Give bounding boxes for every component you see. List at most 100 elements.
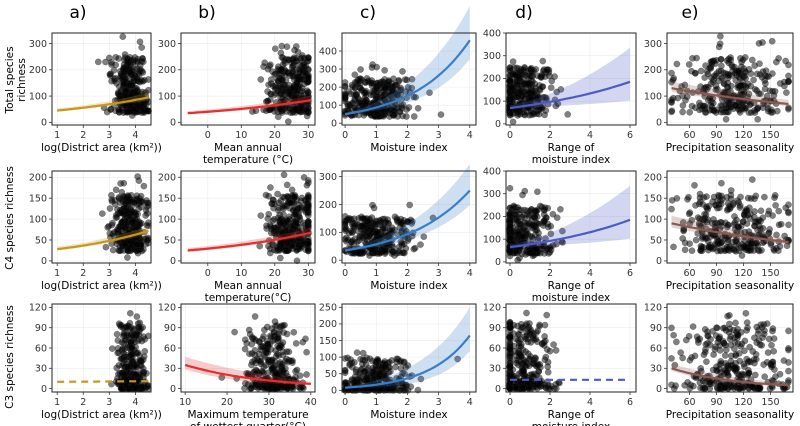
data-point bbox=[245, 326, 253, 334]
data-point bbox=[518, 250, 526, 258]
data-point bbox=[102, 58, 109, 66]
data-point bbox=[280, 329, 288, 336]
x-tick-label: 150 bbox=[761, 268, 779, 279]
data-point bbox=[741, 337, 749, 345]
data-point bbox=[287, 357, 295, 365]
data-point bbox=[710, 351, 717, 358]
data-point bbox=[668, 196, 676, 204]
data-point bbox=[509, 94, 516, 102]
x-axis-label: Range of bbox=[548, 409, 595, 421]
x-tick-label: 150 bbox=[761, 397, 779, 408]
data-point bbox=[127, 309, 134, 317]
data-point bbox=[708, 106, 716, 114]
data-point bbox=[715, 191, 722, 199]
x-tick-label: 120 bbox=[734, 268, 752, 279]
data-point bbox=[351, 71, 359, 78]
y-tick-label: 100 bbox=[319, 352, 337, 363]
data-point bbox=[275, 335, 282, 342]
data-point bbox=[754, 116, 762, 123]
fit-line bbox=[187, 98, 312, 115]
data-point bbox=[772, 373, 779, 380]
data-point bbox=[366, 355, 374, 363]
data-point bbox=[397, 220, 405, 227]
x-tick-label: 90 bbox=[710, 130, 722, 141]
data-point bbox=[143, 107, 150, 114]
data-point bbox=[521, 64, 528, 71]
data-point bbox=[673, 338, 680, 346]
data-point bbox=[698, 243, 706, 251]
y-tick-label: 200 bbox=[319, 200, 337, 211]
data-point bbox=[684, 195, 691, 203]
data-point bbox=[543, 311, 551, 319]
data-point bbox=[544, 368, 552, 376]
x-tick-label: 4 bbox=[132, 268, 138, 279]
data-point bbox=[736, 109, 744, 116]
data-point bbox=[523, 309, 530, 317]
row-label-c3: C3 species richness bbox=[4, 305, 16, 409]
data-point bbox=[683, 336, 690, 344]
data-point bbox=[506, 235, 514, 242]
data-point bbox=[717, 67, 725, 75]
data-point bbox=[126, 369, 133, 377]
data-point bbox=[517, 326, 525, 334]
data-point bbox=[341, 94, 349, 102]
data-point bbox=[293, 366, 301, 374]
y-tick-label: 100 bbox=[644, 91, 662, 102]
data-point bbox=[137, 325, 145, 332]
data-point bbox=[768, 341, 775, 349]
data-point bbox=[725, 59, 732, 67]
data-point bbox=[717, 56, 725, 63]
data-point bbox=[746, 215, 754, 222]
data-point bbox=[527, 328, 535, 335]
data-point bbox=[386, 113, 393, 120]
y-tick-label: 0 bbox=[41, 118, 47, 129]
data-point bbox=[129, 332, 137, 340]
x-axis-label: temperature(°C) bbox=[205, 292, 292, 304]
x-tick-label: 3 bbox=[106, 268, 112, 279]
data-point bbox=[282, 369, 290, 377]
fit-line bbox=[57, 380, 149, 383]
data-point bbox=[284, 118, 292, 125]
y-tick-label: 0 bbox=[170, 256, 176, 267]
data-point bbox=[553, 385, 560, 392]
data-point bbox=[721, 384, 729, 391]
data-point bbox=[770, 247, 778, 254]
x-tick-label: 3 bbox=[436, 397, 442, 408]
data-point bbox=[754, 218, 762, 225]
y-tick-label: 400 bbox=[319, 46, 337, 57]
data-point bbox=[358, 233, 366, 240]
data-point bbox=[251, 357, 259, 364]
data-point bbox=[344, 102, 352, 110]
data-point bbox=[123, 195, 131, 202]
data-point bbox=[115, 108, 123, 116]
data-point bbox=[369, 368, 377, 376]
data-point bbox=[530, 380, 538, 388]
data-point bbox=[738, 252, 746, 259]
data-point bbox=[274, 244, 282, 252]
data-point bbox=[520, 368, 528, 376]
data-point bbox=[129, 82, 136, 89]
y-tick-label: 0 bbox=[331, 386, 337, 397]
data-point bbox=[121, 56, 128, 64]
data-point bbox=[124, 322, 132, 330]
data-point bbox=[363, 98, 370, 106]
data-point bbox=[289, 68, 296, 76]
data-point bbox=[285, 348, 293, 356]
y-tick-label: 90 bbox=[489, 323, 501, 334]
data-point bbox=[557, 205, 564, 213]
data-point bbox=[121, 51, 129, 58]
y-tick-label: 0 bbox=[331, 118, 337, 129]
data-point bbox=[697, 67, 705, 75]
y-tick-label: 60 bbox=[489, 343, 501, 354]
data-point bbox=[716, 40, 724, 48]
data-point bbox=[722, 116, 730, 123]
data-point bbox=[721, 247, 729, 255]
x-tick-label: 10 bbox=[235, 130, 247, 141]
x-axis-label: moisture index bbox=[532, 421, 610, 426]
data-point bbox=[299, 338, 307, 346]
data-point bbox=[366, 231, 374, 238]
data-point bbox=[121, 241, 129, 248]
data-point bbox=[407, 383, 415, 391]
